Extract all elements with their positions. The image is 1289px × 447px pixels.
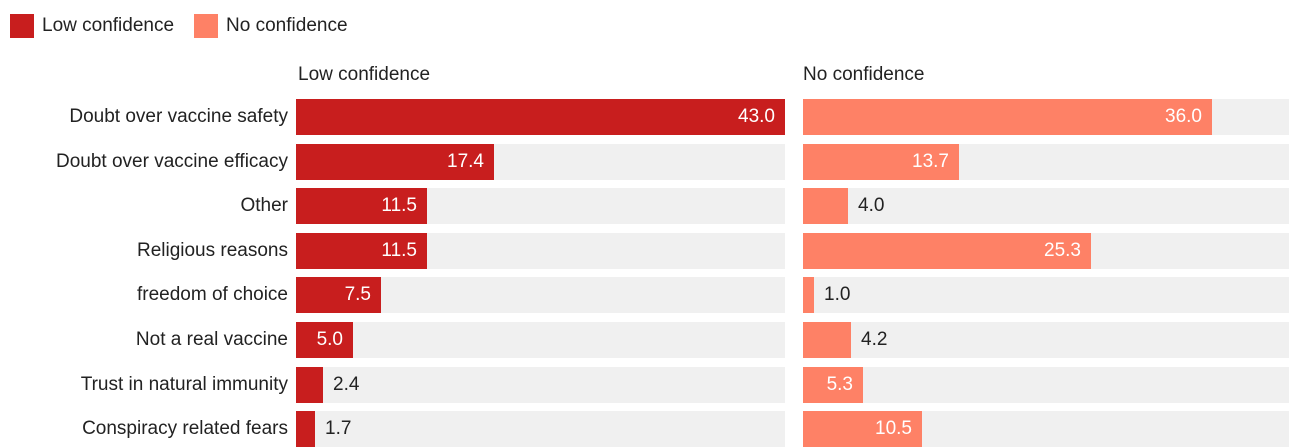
panel-title-no-confidence: No confidence bbox=[803, 64, 925, 85]
bar-low-confidence-religious-reasons bbox=[296, 233, 427, 269]
data-label-low-confidence-religious-reasons: 11.5 bbox=[381, 240, 417, 261]
data-label-no-confidence-doubt-over-vaccine-efficacy: 13.7 bbox=[912, 151, 949, 172]
category-label-trust-in-natural-immunity: Trust in natural immunity bbox=[80, 374, 288, 395]
legend-item-low-confidence: Low confidence bbox=[10, 14, 174, 38]
bar-track-low-confidence bbox=[296, 322, 785, 358]
bar-no-confidence-doubt-over-vaccine-safety bbox=[803, 99, 1212, 135]
bar-low-confidence-conspiracy-related-fears bbox=[296, 411, 315, 447]
category-label-freedom-of-choice: freedom of choice bbox=[136, 284, 288, 305]
bar-no-confidence-trust-in-natural-immunity bbox=[803, 367, 863, 403]
category-label-doubt-over-vaccine-safety: Doubt over vaccine safety bbox=[69, 106, 288, 127]
bar-low-confidence-doubt-over-vaccine-safety bbox=[296, 99, 785, 135]
bar-no-confidence-freedom-of-choice bbox=[803, 277, 814, 313]
data-label-low-confidence-not-a-real-vaccine: 5.0 bbox=[316, 329, 343, 350]
data-label-no-confidence-not-a-real-vaccine: 4.2 bbox=[861, 329, 888, 350]
data-label-low-confidence-conspiracy-related-fears: 1.7 bbox=[325, 418, 352, 439]
data-label-low-confidence-trust-in-natural-immunity: 2.4 bbox=[333, 374, 360, 395]
data-label-no-confidence-freedom-of-choice: 1.0 bbox=[824, 284, 851, 305]
bar-track-low-confidence bbox=[296, 367, 785, 403]
bar-track-no-confidence bbox=[803, 277, 1289, 313]
bar-no-confidence-other bbox=[803, 188, 848, 224]
bar-low-confidence-doubt-over-vaccine-efficacy bbox=[296, 144, 494, 180]
bar-no-confidence-religious-reasons bbox=[803, 233, 1091, 269]
category-label-other: Other bbox=[240, 195, 288, 216]
bar-track-no-confidence bbox=[803, 322, 1289, 358]
bar-no-confidence-not-a-real-vaccine bbox=[803, 322, 851, 358]
bar-track-low-confidence bbox=[296, 411, 785, 447]
category-label-not-a-real-vaccine: Not a real vaccine bbox=[135, 329, 288, 350]
panel-title-low-confidence: Low confidence bbox=[298, 64, 431, 85]
data-label-low-confidence-doubt-over-vaccine-efficacy: 17.4 bbox=[447, 151, 484, 172]
data-label-low-confidence-other: 11.5 bbox=[381, 195, 417, 216]
data-label-no-confidence-religious-reasons: 25.3 bbox=[1044, 240, 1081, 261]
bar-no-confidence-doubt-over-vaccine-efficacy bbox=[803, 144, 959, 180]
data-label-low-confidence-doubt-over-vaccine-safety: 43.0 bbox=[738, 106, 775, 127]
bar-low-confidence-freedom-of-choice bbox=[296, 277, 381, 313]
legend-label-low-confidence: Low confidence bbox=[42, 15, 175, 36]
bar-low-confidence-trust-in-natural-immunity bbox=[296, 367, 323, 403]
data-label-no-confidence-trust-in-natural-immunity: 5.3 bbox=[826, 374, 853, 395]
bar-track-no-confidence bbox=[803, 367, 1289, 403]
bar-track-no-confidence bbox=[803, 188, 1289, 224]
data-label-low-confidence-freedom-of-choice: 7.5 bbox=[344, 284, 371, 305]
bar-low-confidence-not-a-real-vaccine bbox=[296, 322, 353, 358]
bar-low-confidence-other bbox=[296, 188, 427, 224]
legend-swatch-no-confidence bbox=[194, 14, 219, 38]
legend-item-no-confidence: No confidence bbox=[194, 14, 348, 38]
category-label-religious-reasons: Religious reasons bbox=[136, 240, 288, 261]
data-label-no-confidence-doubt-over-vaccine-safety: 36.0 bbox=[1165, 106, 1202, 127]
data-label-no-confidence-other: 4.0 bbox=[858, 195, 885, 216]
legend: Low confidence No confidence bbox=[10, 13, 368, 39]
category-label-conspiracy-related-fears: Conspiracy related fears bbox=[82, 418, 288, 439]
legend-swatch-low-confidence bbox=[10, 14, 34, 38]
category-label-doubt-over-vaccine-efficacy: Doubt over vaccine efficacy bbox=[56, 151, 288, 172]
legend-label-no-confidence: No confidence bbox=[226, 15, 348, 36]
data-label-no-confidence-conspiracy-related-fears: 10.5 bbox=[875, 418, 912, 439]
